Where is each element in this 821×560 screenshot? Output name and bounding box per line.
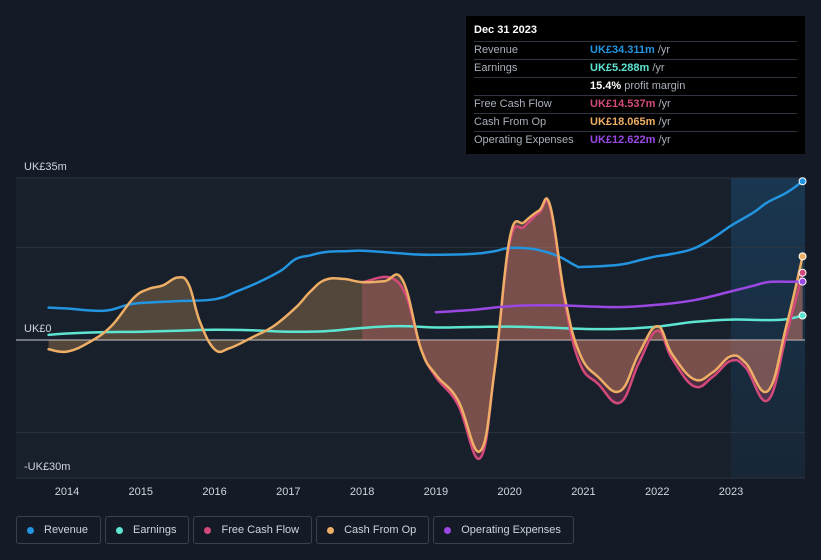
y-label-top: UK£35m xyxy=(24,161,67,173)
x-tick-label: 2014 xyxy=(55,486,79,498)
earnings-end-marker xyxy=(798,311,807,320)
legend-label: Operating Expenses xyxy=(461,524,561,536)
legend-dot-icon xyxy=(327,526,335,534)
free-cash-flow-line xyxy=(360,199,804,460)
y-label-bottom: -UK£30m xyxy=(24,461,70,473)
operating-expenses-end-marker xyxy=(798,277,807,286)
x-tick-label: 2017 xyxy=(276,486,300,498)
tooltip-unit: /yr xyxy=(658,134,671,146)
legend-label: Earnings xyxy=(133,524,177,536)
legend: Revenue Earnings Free Cash Flow Cash From O… xyxy=(16,516,578,544)
x-tick-label: 2021 xyxy=(571,486,595,498)
tooltip-label xyxy=(474,78,590,95)
plot-area xyxy=(16,178,805,478)
tooltip-unit: profit margin xyxy=(624,80,686,92)
tooltip-row: 15.4% profit margin xyxy=(474,78,797,96)
operating-expenses-line xyxy=(434,280,804,314)
free-cash-flow-end-marker xyxy=(798,268,807,277)
legend-item-earnings[interactable]: Earnings xyxy=(105,516,190,544)
legend-dot-icon xyxy=(204,526,212,534)
y-label-zero: UK£0 xyxy=(24,323,52,335)
tooltip-unit: /yr xyxy=(657,44,671,56)
tooltip-label: Free Cash Flow xyxy=(474,98,552,110)
tooltip-value: UK£12.622m xyxy=(590,134,656,146)
tooltip-row: Earnings UK£5.288m/yr xyxy=(474,60,797,78)
x-tick-label: 2018 xyxy=(350,486,374,498)
tooltip-value: UK£34.311m xyxy=(590,44,655,56)
cash-from-op-line xyxy=(47,197,804,453)
tooltip-unit: /yr xyxy=(658,116,671,128)
legend-label: Cash From Op xyxy=(344,524,417,536)
tooltip-row: Free Cash Flow UK£14.537m/yr xyxy=(474,96,797,114)
tooltip-value: 15.4% xyxy=(590,80,622,92)
tooltip-label: Cash From Op xyxy=(474,116,547,128)
tooltip-row: Revenue UK£34.311m/yr xyxy=(474,42,797,60)
revenue-line xyxy=(47,179,804,313)
legend-dot-icon xyxy=(27,526,34,534)
x-tick-label: 2022 xyxy=(645,486,669,498)
legend-item-cash-from-op[interactable]: Cash From Op xyxy=(316,516,430,544)
legend-dot-icon xyxy=(116,526,124,534)
legend-dot-icon xyxy=(444,526,452,534)
tooltip-row: Cash From Op UK£18.065m/yr xyxy=(474,114,797,132)
cash-from-op-end-marker xyxy=(798,252,807,261)
tooltip-value: UK£14.537m xyxy=(590,98,656,110)
free-cash-flow-area xyxy=(362,200,803,459)
legend-item-revenue[interactable]: Revenue xyxy=(16,516,102,544)
tooltip-date: Dec 31 2023 xyxy=(474,24,797,42)
tooltip-panel: Dec 31 2023 Revenue UK£34.311m/yr Earnings… xyxy=(466,16,805,154)
tooltip-value: UK£5.288m xyxy=(590,62,650,74)
tooltip-label: Operating Expenses xyxy=(474,134,574,146)
cash-from-op-area xyxy=(48,198,803,452)
tooltip-label: Earnings xyxy=(474,62,518,74)
forecast-highlight xyxy=(731,178,805,478)
tooltip-unit: /yr xyxy=(658,98,671,110)
tooltip-unit: /yr xyxy=(652,62,665,74)
earnings-line xyxy=(47,314,804,337)
x-tick-label: 2023 xyxy=(719,486,743,498)
x-tick-label: 2020 xyxy=(497,486,521,498)
x-tick-label: 2019 xyxy=(424,486,448,498)
legend-item-operating-expenses[interactable]: Operating Expenses xyxy=(433,516,574,544)
legend-item-free-cash-flow[interactable]: Free Cash Flow xyxy=(193,516,313,544)
x-tick-label: 2015 xyxy=(129,486,153,498)
revenue-end-marker xyxy=(798,177,807,186)
x-tick-label: 2016 xyxy=(202,486,226,498)
tooltip-label: Revenue xyxy=(474,44,519,56)
legend-label: Revenue xyxy=(44,524,89,536)
legend-label: Free Cash Flow xyxy=(221,524,300,536)
tooltip-row: Operating Expenses UK£12.622m/yr xyxy=(474,132,797,149)
tooltip-value: UK£18.065m xyxy=(590,116,656,128)
